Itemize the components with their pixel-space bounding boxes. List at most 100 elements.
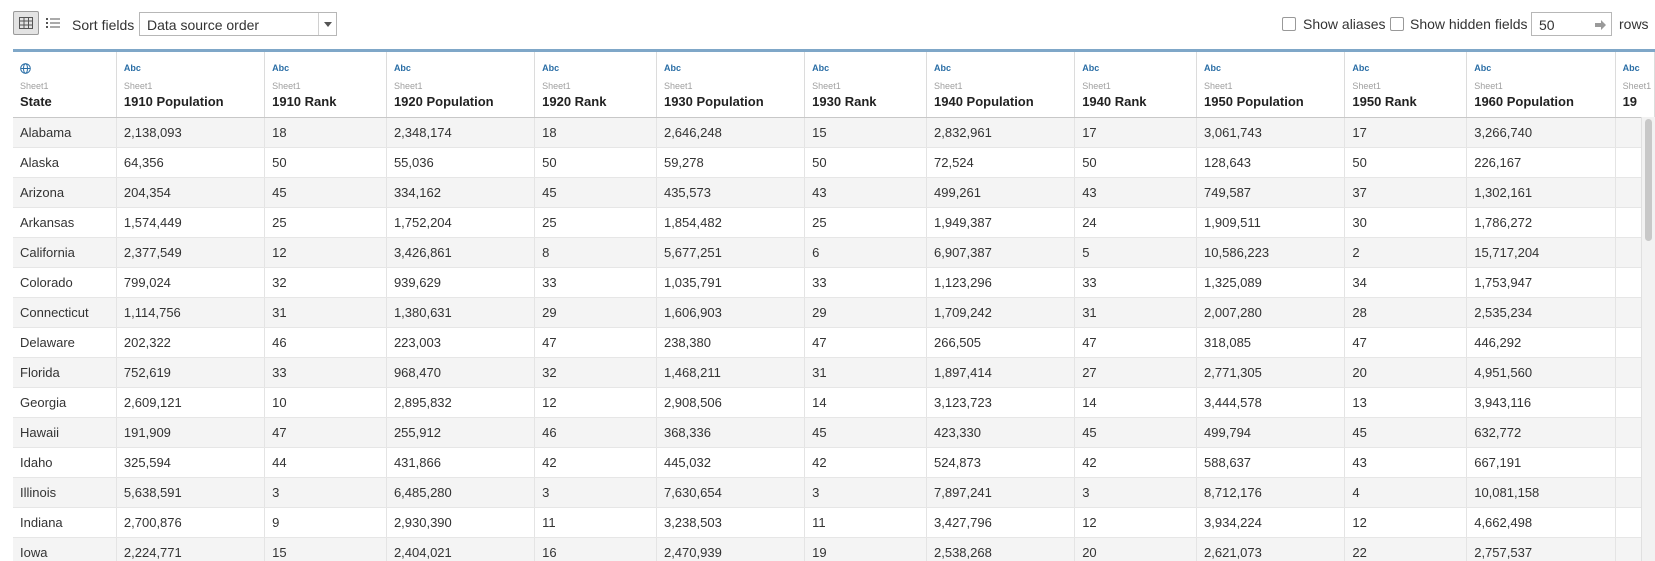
rows-count-input[interactable]: 50 [1531, 12, 1612, 36]
column-header[interactable]: Abc Sheet1 1920 Population [386, 52, 536, 118]
table-cell[interactable]: 31 [1074, 297, 1198, 328]
column-header[interactable]: Abc Sheet1 1910 Rank [264, 52, 387, 118]
table-cell[interactable]: Delaware [13, 327, 117, 358]
table-cell[interactable]: 2,538,268 [926, 537, 1076, 561]
table-row[interactable]: Iowa 2,224,771 15 2,404,021 16 2,470,939 19 2,5… [13, 537, 1655, 561]
table-cell[interactable]: 2,007,280 [1196, 297, 1346, 328]
table-cell[interactable]: Colorado [13, 267, 117, 298]
table-cell[interactable]: 1,114,756 [116, 297, 266, 328]
string-type-icon[interactable]: Abc [1622, 63, 1640, 73]
table-cell[interactable]: 1,380,631 [386, 297, 536, 328]
table-cell[interactable]: 32 [264, 267, 387, 298]
table-cell[interactable]: 1,909,511 [1196, 207, 1346, 238]
table-cell[interactable]: 11 [804, 507, 927, 538]
table-cell[interactable]: 3,934,224 [1196, 507, 1346, 538]
table-row[interactable]: Delaware 202,322 46 223,003 47 238,380 47 266,5… [13, 327, 1655, 358]
table-cell[interactable]: 2,757,537 [1466, 537, 1616, 561]
table-row[interactable]: Colorado 799,024 32 939,629 33 1,035,791 33 1,1… [13, 267, 1655, 298]
table-cell[interactable]: 17 [1344, 117, 1468, 148]
table-cell[interactable]: 8 [534, 237, 657, 268]
table-cell[interactable]: 2,646,248 [656, 117, 806, 148]
table-row[interactable]: Idaho 325,594 44 431,866 42 445,032 42 524,873 4… [13, 447, 1655, 478]
table-cell[interactable]: 3,123,723 [926, 387, 1076, 418]
table-cell[interactable]: 45 [264, 177, 387, 208]
table-cell[interactable]: 55,036 [386, 147, 536, 178]
string-type-icon[interactable]: Abc [934, 63, 952, 73]
column-header[interactable]: Abc Sheet1 1950 Rank [1344, 52, 1468, 118]
table-row[interactable]: Alabama 2,138,093 18 2,348,174 18 2,646,248 15… [13, 117, 1655, 148]
table-cell[interactable]: 45 [534, 177, 657, 208]
table-cell[interactable]: 939,629 [386, 267, 536, 298]
column-header[interactable]: Abc Sheet1 19 [1615, 52, 1655, 118]
table-cell[interactable]: 446,292 [1466, 327, 1616, 358]
table-cell[interactable]: 499,261 [926, 177, 1076, 208]
table-cell[interactable]: 799,024 [116, 267, 266, 298]
table-cell[interactable]: 2,609,121 [116, 387, 266, 418]
string-type-icon[interactable]: Abc [1352, 63, 1370, 73]
table-cell[interactable]: 238,380 [656, 327, 806, 358]
column-header[interactable]: Abc Sheet1 1940 Population [926, 52, 1076, 118]
table-cell[interactable]: 33 [264, 357, 387, 388]
table-cell[interactable]: 1,786,272 [1466, 207, 1616, 238]
table-cell[interactable]: 9 [264, 507, 387, 538]
table-cell[interactable]: Illinois [13, 477, 117, 508]
table-cell[interactable]: 43 [804, 177, 927, 208]
table-cell[interactable]: 1,035,791 [656, 267, 806, 298]
table-cell[interactable]: 4,662,498 [1466, 507, 1616, 538]
table-cell[interactable]: 202,322 [116, 327, 266, 358]
string-type-icon[interactable]: Abc [1204, 63, 1222, 73]
table-cell[interactable]: 12 [534, 387, 657, 418]
table-cell[interactable]: 191,909 [116, 417, 266, 448]
table-cell[interactable]: 7,897,241 [926, 477, 1076, 508]
string-type-icon[interactable]: Abc [1082, 63, 1100, 73]
table-cell[interactable]: 11 [534, 507, 657, 538]
table-cell[interactable]: 31 [264, 297, 387, 328]
table-cell[interactable]: 266,505 [926, 327, 1076, 358]
column-header[interactable]: Sheet1 State [13, 52, 117, 118]
table-row[interactable]: Georgia 2,609,121 10 2,895,832 12 2,908,506 14… [13, 387, 1655, 418]
table-cell[interactable]: 1,325,089 [1196, 267, 1346, 298]
table-cell[interactable]: 47 [534, 327, 657, 358]
table-cell[interactable]: 2,771,305 [1196, 357, 1346, 388]
table-cell[interactable]: 43 [1074, 177, 1198, 208]
table-cell[interactable]: 1,468,211 [656, 357, 806, 388]
table-cell[interactable]: 3,426,861 [386, 237, 536, 268]
table-cell[interactable]: 25 [264, 207, 387, 238]
table-cell[interactable]: 1,752,204 [386, 207, 536, 238]
table-cell[interactable]: 1,897,414 [926, 357, 1076, 388]
table-cell[interactable]: 15,717,204 [1466, 237, 1616, 268]
table-cell[interactable]: California [13, 237, 117, 268]
table-cell[interactable]: 5,677,251 [656, 237, 806, 268]
string-type-icon[interactable]: Abc [812, 63, 830, 73]
table-cell[interactable]: 2 [1344, 237, 1468, 268]
table-cell[interactable]: 6,907,387 [926, 237, 1076, 268]
table-cell[interactable]: 46 [534, 417, 657, 448]
table-cell[interactable]: 204,354 [116, 177, 266, 208]
column-header[interactable]: Abc Sheet1 1920 Rank [534, 52, 657, 118]
table-cell[interactable]: Arizona [13, 177, 117, 208]
table-cell[interactable]: 27 [1074, 357, 1198, 388]
table-row[interactable]: Alaska 64,356 50 55,036 50 59,278 50 72,524 50 12… [13, 147, 1655, 178]
table-cell[interactable]: 45 [804, 417, 927, 448]
table-cell[interactable]: 2,832,961 [926, 117, 1076, 148]
table-cell[interactable]: 445,032 [656, 447, 806, 478]
string-type-icon[interactable]: Abc [1474, 63, 1492, 73]
table-cell[interactable]: 3 [534, 477, 657, 508]
string-type-icon[interactable]: Abc [542, 63, 560, 73]
table-cell[interactable]: 29 [804, 297, 927, 328]
string-type-icon[interactable]: Abc [393, 63, 411, 73]
table-cell[interactable]: 2,404,021 [386, 537, 536, 561]
table-cell[interactable]: Georgia [13, 387, 117, 418]
table-cell[interactable]: 47 [1344, 327, 1468, 358]
table-cell[interactable]: 29 [534, 297, 657, 328]
table-cell[interactable]: 2,348,174 [386, 117, 536, 148]
table-cell[interactable]: 223,003 [386, 327, 536, 358]
table-cell[interactable]: 1,854,482 [656, 207, 806, 238]
table-cell[interactable]: 42 [534, 447, 657, 478]
table-cell[interactable]: 3,238,503 [656, 507, 806, 538]
globe-icon[interactable] [20, 63, 31, 74]
table-row[interactable]: Indiana 2,700,876 9 2,930,390 11 3,238,503 11 3… [13, 507, 1655, 538]
table-cell[interactable]: 50 [264, 147, 387, 178]
table-cell[interactable]: 17 [1074, 117, 1198, 148]
table-cell[interactable]: 2,621,073 [1196, 537, 1346, 561]
